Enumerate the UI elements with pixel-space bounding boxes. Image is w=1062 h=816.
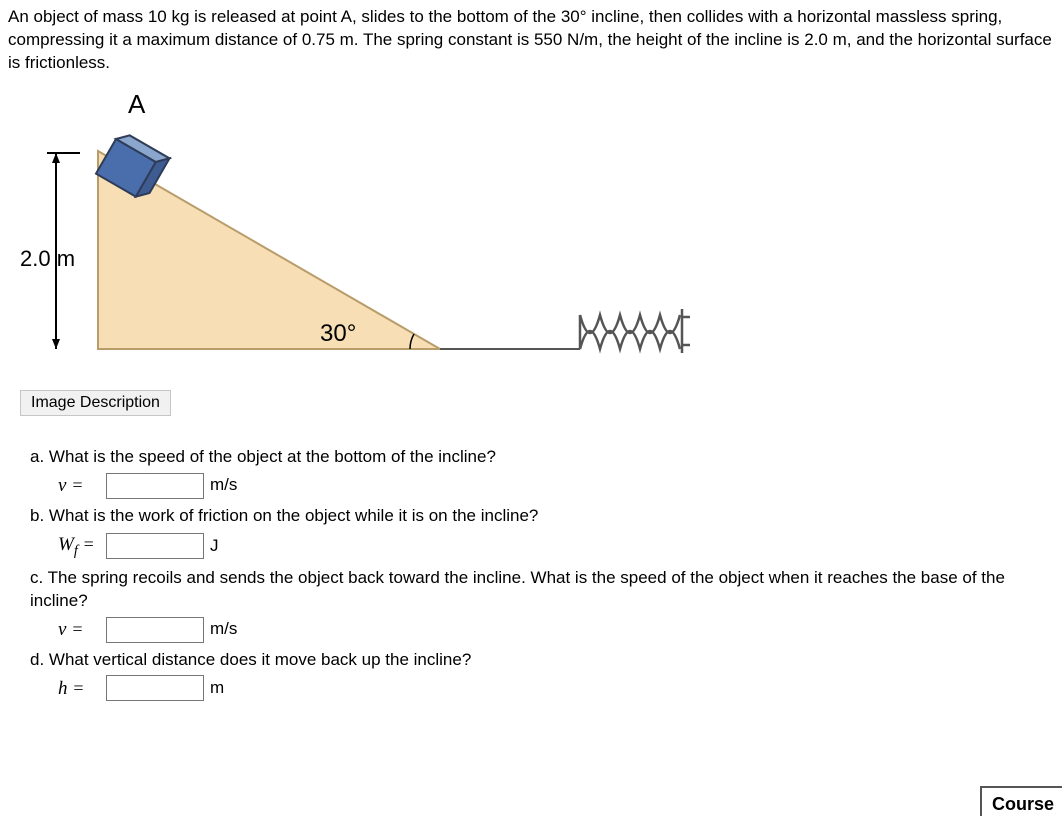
height-arrow-head-bottom: [52, 339, 60, 349]
question-c: c. The spring recoils and sends the obje…: [30, 567, 1054, 643]
spring: [580, 309, 690, 353]
unit-a: m/s: [210, 474, 237, 497]
angle-label: 30°: [320, 320, 356, 347]
question-d-text: d. What vertical distance does it move b…: [30, 650, 471, 669]
question-b: b. What is the work of friction on the o…: [30, 505, 1054, 561]
answer-input-c[interactable]: [106, 617, 204, 643]
var-a: v =: [58, 473, 100, 499]
answer-input-b[interactable]: [106, 533, 204, 559]
unit-b: J: [210, 535, 219, 558]
course-tab[interactable]: Course: [980, 786, 1062, 816]
height-arrow-head-top: [52, 153, 60, 163]
image-description-button[interactable]: Image Description: [20, 390, 171, 416]
problem-statement: An object of mass 10 kg is released at p…: [8, 6, 1054, 75]
question-b-text: b. What is the work of friction on the o…: [30, 506, 538, 525]
question-c-text: c. The spring recoils and sends the obje…: [30, 568, 1005, 610]
unit-d: m: [210, 677, 224, 700]
point-a-label: A: [128, 91, 146, 119]
var-d: h =: [58, 676, 100, 702]
question-a: a. What is the speed of the object at th…: [30, 446, 1054, 499]
var-b: Wf =: [58, 532, 100, 561]
answer-input-a[interactable]: [106, 473, 204, 499]
var-c: v =: [58, 617, 100, 643]
figure: 2.0 m 30° A Image Description: [20, 91, 1054, 416]
answer-input-d[interactable]: [106, 675, 204, 701]
question-d: d. What vertical distance does it move b…: [30, 649, 1054, 702]
height-label: 2.0 m: [20, 246, 75, 271]
question-a-text: a. What is the speed of the object at th…: [30, 447, 496, 466]
unit-c: m/s: [210, 618, 237, 641]
questions: a. What is the speed of the object at th…: [30, 446, 1054, 702]
